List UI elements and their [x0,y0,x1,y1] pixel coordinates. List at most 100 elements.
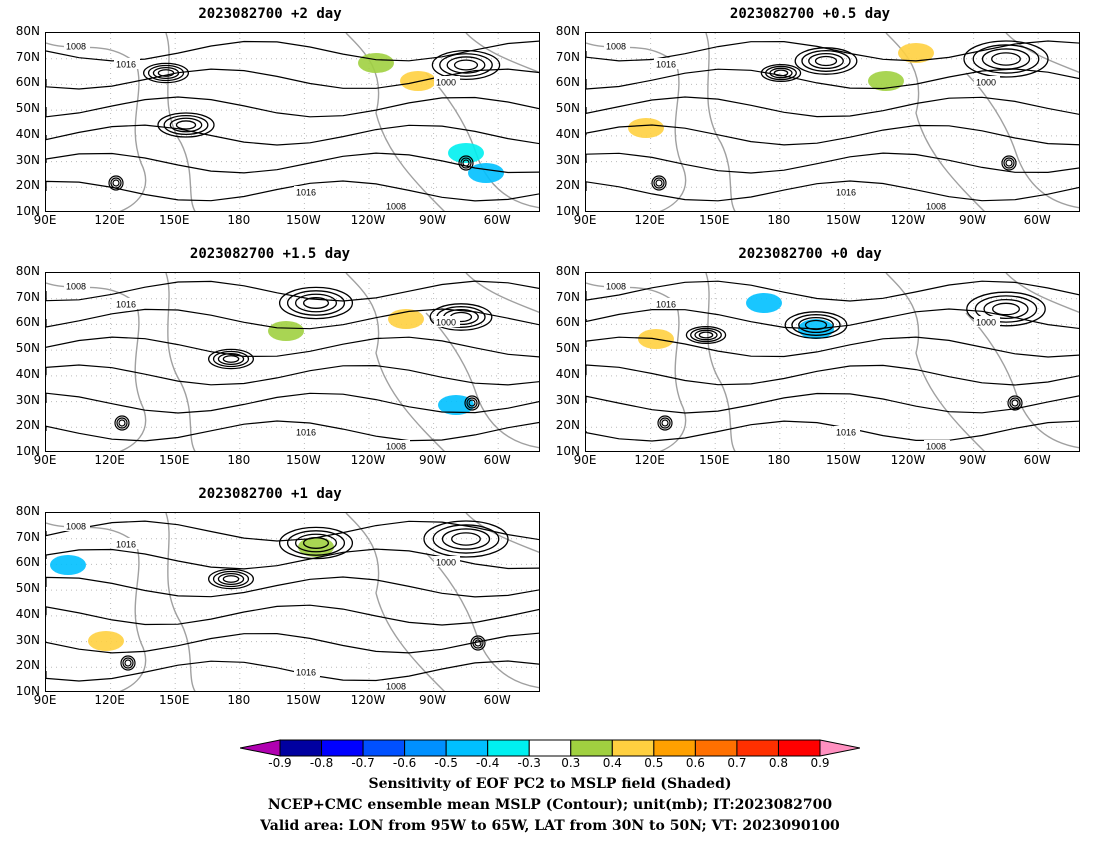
lon-tick-label: 180 [227,213,251,227]
closed-isobar [294,293,338,313]
closed-isobar [222,355,240,363]
isobar-contour [46,520,539,542]
map-panel-plus2day: 2023082700 +2 day 1008 1016 1016 1008 1000 8… [0,6,540,238]
coastline [425,312,539,449]
lon-tick-label: 120W [890,453,926,467]
panel-title: 2023082700 +1 day [198,486,342,502]
contour-label: 1000 [436,557,456,567]
sensitivity-shading [50,555,86,575]
sensitivity-shading [298,537,334,557]
closed-isobar-small [466,397,478,409]
colorbar-tick-label: -0.4 [475,756,500,770]
closed-isobar [286,530,346,556]
lat-tick-label: 60N [15,315,40,330]
isobar-contour [46,420,539,442]
map-svg: 1008 1016 1016 1008 1000 [46,273,539,451]
lon-tick-label: 150E [158,213,190,227]
closed-isobar [453,59,479,71]
map-plot: 1008 1016 1016 1008 1000 [45,512,540,692]
closed-isobar-small [120,655,136,671]
colorbar-swatch [570,739,613,757]
closed-isobar [441,528,491,550]
contour-label: 1008 [66,41,86,51]
closed-isobar-small [458,155,474,171]
coastline [345,33,445,211]
isobar-contour [46,180,539,202]
contour-label-bg [924,200,950,211]
closed-isobar [804,319,828,331]
closed-isobar [794,47,858,75]
contour-label-bg [974,76,1000,87]
contour-label: 1016 [656,59,676,69]
closed-isobar-small [655,179,663,187]
lat-tick-label: 40N [15,366,40,381]
closed-isobar-small [110,177,122,189]
contour-label-bg [604,40,630,51]
closed-isobar-small [124,659,132,667]
colorbar-tick-label: 0.6 [685,756,705,770]
closed-isobar-small [116,417,128,429]
lon-tick-label: 120W [350,213,386,227]
contour-label: 1008 [66,521,86,531]
lat-tick-label: 70N [555,289,580,304]
lon-tick-label: 120E [634,213,665,227]
lat-tick-label: 60N [555,315,580,330]
lon-tick-label: 120E [94,453,125,467]
colorbar-tick-label: -0.3 [517,756,541,770]
lon-tick-label: 120E [634,453,665,467]
lon-tick-label: 60W [483,693,511,707]
lon-tick-label: 150E [698,213,730,227]
closed-isobar-small [112,179,120,187]
colorbar-swatch [611,739,655,757]
closed-isobar [784,311,848,339]
isobar-contour [46,604,539,626]
lat-tick-label: 30N [555,392,580,407]
lon-tick-label: 90W [419,693,447,707]
closed-isobar [431,49,501,81]
isobar-contour [46,632,539,654]
colorbar-tick-label: -0.9 [268,756,292,770]
lat-tick-label: 80N [15,24,40,38]
colorbar-tick-label: 0.5 [644,756,664,770]
sensitivity-shading [468,163,504,183]
closed-isobar [694,329,718,341]
contour-label: 1016 [296,667,316,677]
contour-label: 1008 [926,441,946,451]
lat-tick-label: 50N [555,101,580,116]
coastline [1005,33,1079,73]
lat-tick-label: 50N [15,101,40,116]
isobar-contour [586,180,1079,202]
lon-tick-label: 120E [94,693,125,707]
closed-isobar [429,303,493,331]
contour-label: 1008 [606,281,626,291]
colorbar-swatch [653,739,696,757]
lon-tick-label: 150W [286,213,321,227]
lon-tick-label: 150E [698,453,730,467]
lon-tick-label: 180 [767,213,791,227]
contour-label: 1016 [116,539,136,549]
closed-isobar [446,56,486,74]
contour-label-bg [654,58,680,69]
coastline [165,33,196,211]
lon-tick-label: 120E [94,213,125,227]
isobar-contour [586,280,1079,302]
closed-isobar-small [1001,155,1017,171]
isobar-contour [586,364,1079,386]
isobar-contour [586,392,1079,414]
closed-isobar [808,52,844,70]
contour-label-bg [114,298,140,309]
coastline [465,513,539,553]
lon-tick-label: 60W [483,453,511,467]
closed-isobar [278,286,354,320]
lon-tick-label: 120W [350,693,386,707]
closed-isobar [207,568,255,590]
contour-label-bg [114,58,140,69]
lat-tick-label: 30N [555,152,580,167]
footer-line-1: Sensitivity of EOF PC2 to MSLP field (Sh… [368,776,732,792]
closed-isobar [142,62,190,84]
isobar-contour [586,152,1079,174]
colorbar-swatch [487,739,530,757]
coastline [1005,273,1079,313]
closed-isobar-small [108,175,124,191]
lat-tick-label: 50N [15,581,40,596]
